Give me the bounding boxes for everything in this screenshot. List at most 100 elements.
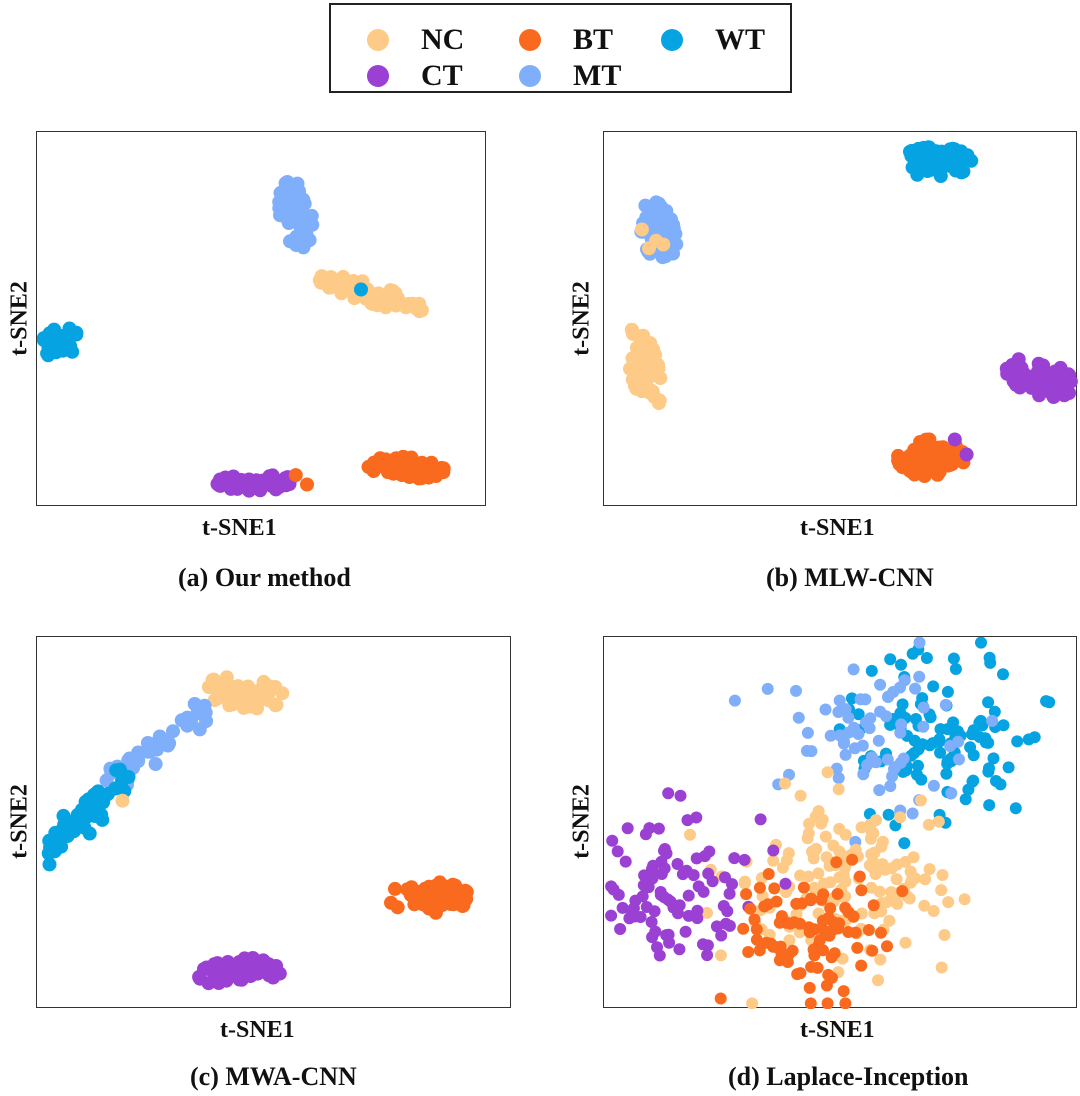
point-ct-231	[1015, 374, 1030, 389]
plot-b	[603, 131, 1078, 506]
point-ct-234	[236, 479, 251, 494]
point-mt-102	[160, 738, 175, 753]
point-bt-291	[394, 468, 409, 483]
point-bt-461	[737, 922, 750, 935]
point-ct-234	[1029, 366, 1044, 381]
legend-label-ct: CT	[421, 59, 463, 92]
point-bt-308	[929, 459, 944, 474]
point-nc-255	[907, 851, 920, 864]
point-nc-325	[836, 871, 849, 884]
point-ct-228	[263, 469, 278, 484]
point-bt-203	[400, 882, 415, 897]
point-wt-97	[964, 741, 977, 754]
point-bt-493	[740, 888, 753, 901]
point-wt-4	[947, 652, 960, 665]
point-mt-48	[298, 229, 313, 244]
point-mt-174	[861, 759, 874, 771]
point-wt-77	[898, 837, 911, 850]
point-mt-54	[272, 201, 287, 216]
point-wt-8	[865, 664, 878, 677]
point-bt-429	[837, 985, 850, 998]
point-ct-222	[1011, 352, 1026, 367]
point-bt-293	[396, 449, 411, 464]
point-ct-232	[226, 469, 241, 484]
point-ct-366	[674, 789, 687, 802]
point-bt-431	[748, 913, 761, 926]
point-mt-119	[830, 762, 843, 775]
point-mt-169	[838, 735, 850, 748]
point-mt-170	[894, 756, 907, 769]
point-wt-35	[988, 705, 1001, 718]
point-wt-105	[934, 723, 947, 736]
point-wt-86	[973, 731, 986, 743]
point-mt-141	[917, 701, 930, 714]
point-mt-149	[884, 780, 897, 793]
point-bt-213	[458, 883, 473, 898]
point-wt-47	[956, 164, 971, 179]
point-mt-176	[761, 682, 774, 695]
point-ct-403	[719, 917, 732, 930]
point-nc-164	[631, 360, 646, 375]
caption-d: (d) Laplace-Inception	[728, 1062, 969, 1091]
legend-marker-nc	[367, 29, 389, 51]
point-mt-166	[801, 726, 814, 739]
point-ct-227	[279, 478, 293, 493]
point-nc-314	[656, 237, 671, 252]
point-nc-231	[746, 997, 759, 1009]
point-wt-153	[75, 813, 90, 828]
point-ct-355	[643, 822, 656, 835]
point-wt-74	[908, 747, 921, 760]
point-mt-103	[638, 198, 653, 213]
point-nc-272	[701, 906, 713, 919]
point-wt-5	[1011, 735, 1024, 748]
point-bt-481	[773, 916, 786, 929]
point-wt-45	[922, 140, 937, 155]
plot-a	[36, 131, 486, 506]
point-wt-51	[964, 153, 979, 168]
point-wt-140	[101, 786, 115, 801]
plot-d	[603, 636, 1077, 1009]
point-nc-265	[684, 828, 696, 841]
point-bt-507	[773, 943, 786, 955]
point-nc-295	[738, 875, 751, 888]
point-bt-211	[384, 895, 398, 910]
caption-c: (c) MWA-CNN	[190, 1062, 357, 1091]
point-ct-411	[646, 931, 659, 944]
point-wt-84	[962, 783, 975, 796]
point-nc-248	[899, 936, 912, 949]
point-nc-280	[874, 953, 887, 966]
point-mt-177	[898, 674, 911, 687]
point-wt-174	[56, 331, 71, 346]
legend-item-bt: BT	[519, 23, 613, 57]
legend-item-wt: WT	[661, 23, 765, 57]
point-ct-412	[655, 855, 668, 868]
point-mt-140	[909, 682, 922, 695]
point-nc-91	[324, 270, 339, 285]
point-mt-129	[833, 694, 846, 707]
point-nc-197	[936, 869, 949, 881]
point-bt-295	[288, 468, 303, 483]
point-bt-494	[855, 959, 868, 972]
point-bt-480	[846, 853, 859, 866]
point-ct-357	[605, 909, 618, 922]
point-nc-123	[364, 286, 379, 301]
point-mt-110	[658, 249, 673, 264]
point-nc-122	[385, 288, 400, 303]
point-nc-58	[261, 693, 276, 708]
point-ct-310	[947, 432, 962, 447]
legend-label-mt: MT	[573, 59, 622, 92]
point-nc-307	[864, 818, 877, 831]
legend-marker-wt	[661, 29, 683, 51]
point-ct-392	[605, 880, 618, 893]
point-mt-156	[839, 748, 852, 761]
point-nc-263	[866, 861, 879, 874]
point-bt-452	[790, 897, 803, 910]
caption-a: (a) Our method	[178, 563, 351, 592]
point-bt-304	[891, 448, 906, 463]
point-ct-339	[673, 943, 686, 956]
point-ct-402	[645, 916, 658, 928]
point-nc-287	[876, 835, 889, 848]
point-wt-73	[982, 736, 995, 749]
point-nc-328	[876, 858, 889, 871]
point-nc-319	[922, 818, 935, 831]
